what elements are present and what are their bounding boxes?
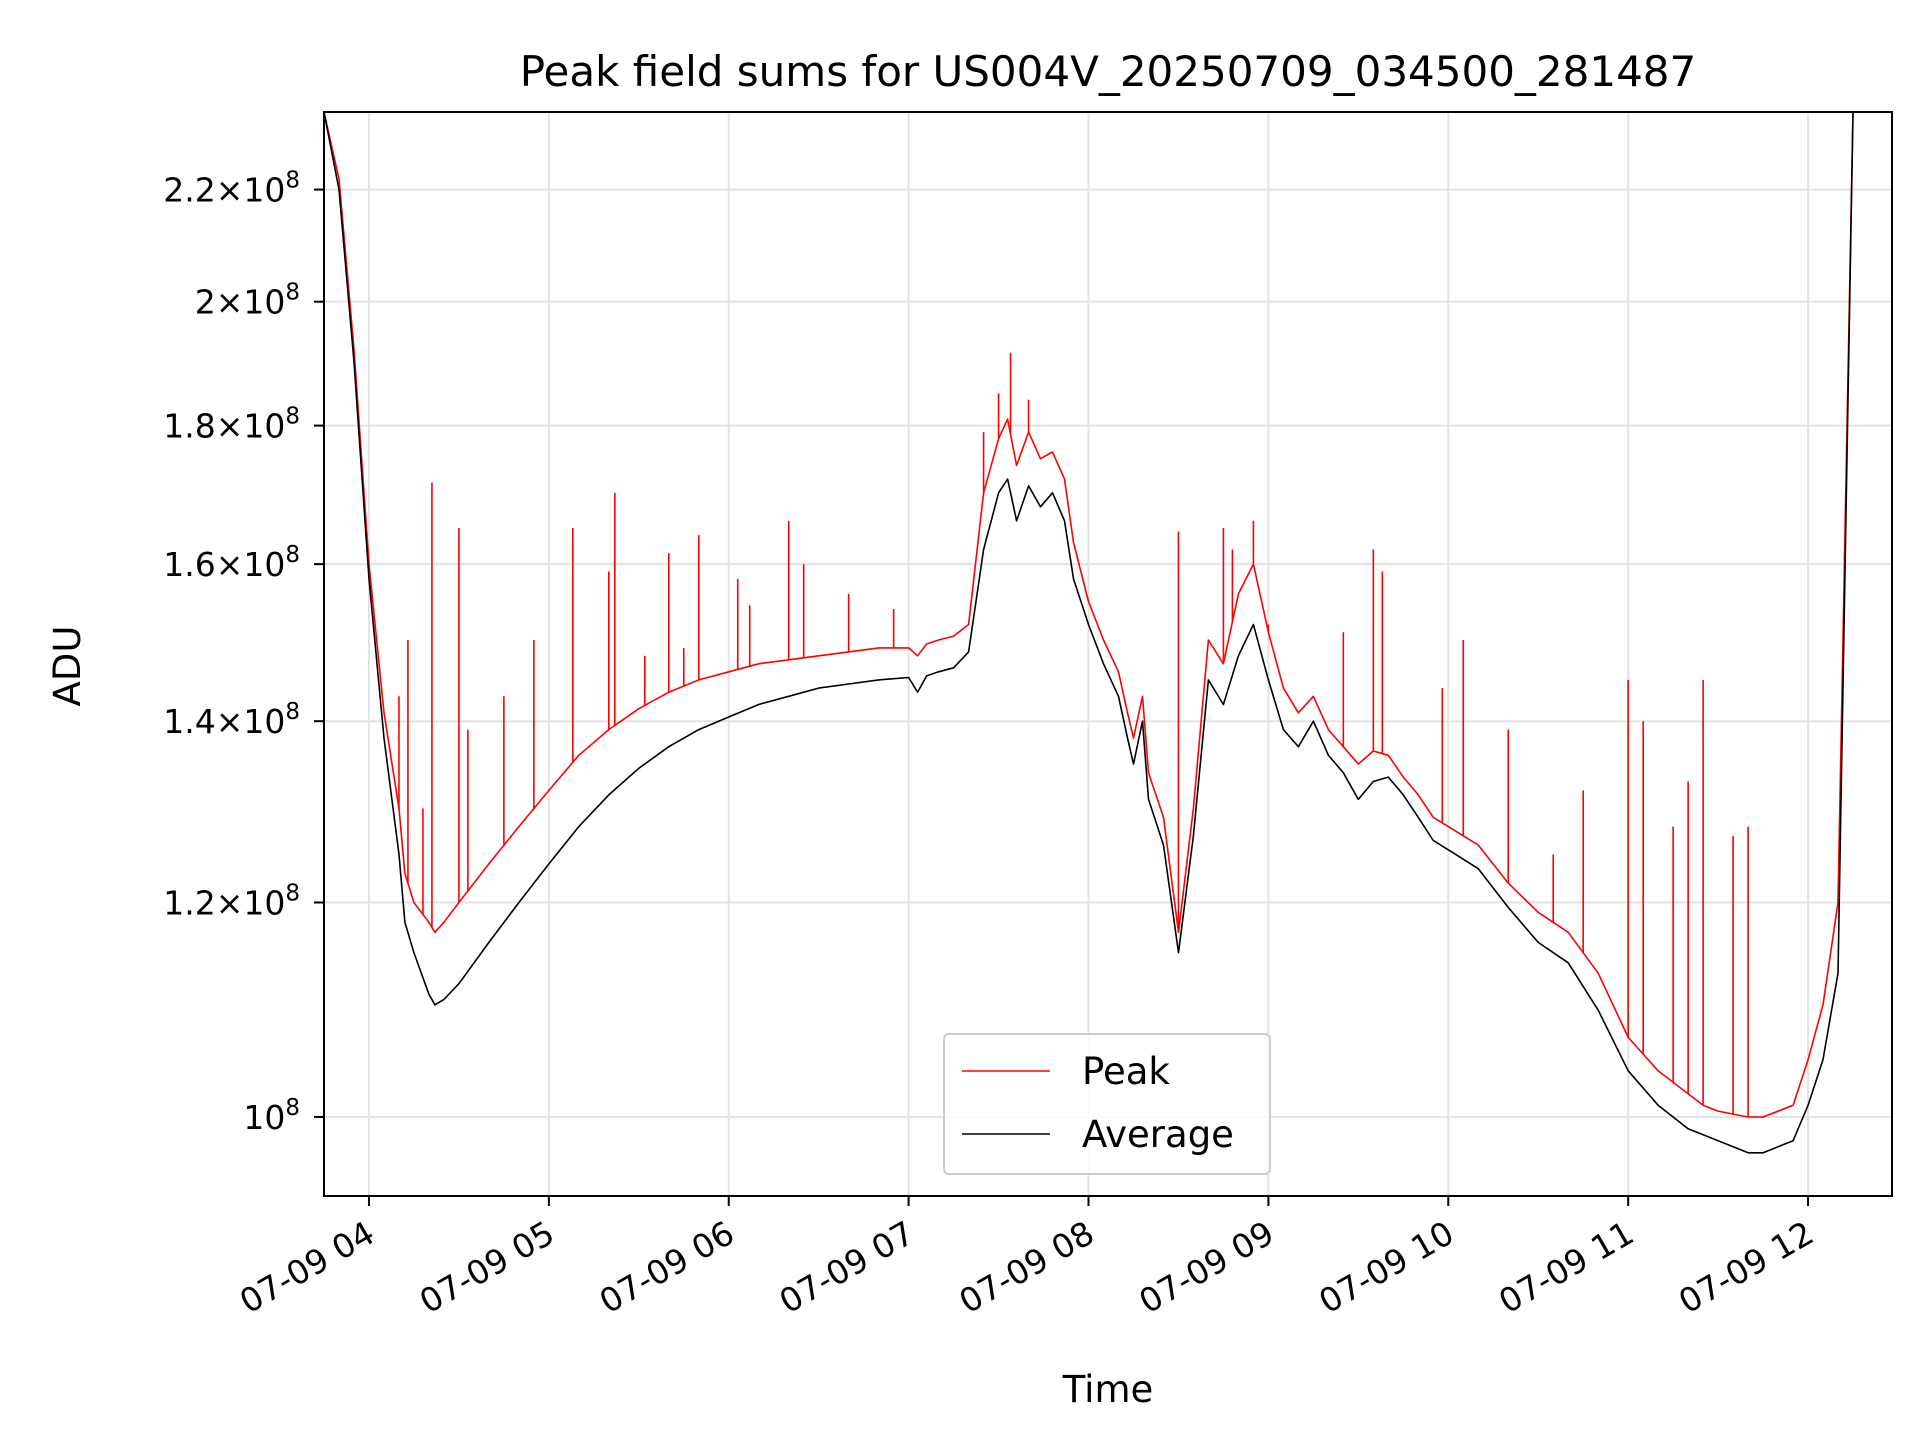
y-tick-label: 108: [243, 1095, 300, 1137]
x-tick-label: 07-09 06: [593, 1213, 741, 1321]
x-axis-ticks: 07-09 04 07-09 05 07-09 06 07-09 07 07-09 08…: [233, 1196, 1820, 1321]
y-tick-label: 1.4×108: [163, 699, 300, 741]
y-tick-label: 1.2×108: [163, 881, 300, 923]
y-tick-label: 2.2×108: [163, 168, 300, 210]
y-axis-ticks: 108 1.2×108 1.4×108 1.6×108 1.8×108 2×108 2.2×…: [163, 168, 324, 1137]
series-line-peak: [324, 112, 1854, 1118]
grid: [324, 112, 1892, 1196]
legend-box: [943, 1033, 1271, 1175]
x-tick-label: 07-09 11: [1492, 1213, 1640, 1321]
x-tick-label: 07-09 07: [773, 1213, 921, 1321]
y-tick-label: 2×108: [195, 280, 300, 322]
series-layer: [324, 112, 1854, 1154]
x-tick-label: 07-09 04: [233, 1213, 381, 1321]
plot-frame: [323, 111, 1893, 1197]
y-axis-label: ADU: [46, 626, 89, 707]
legend-label-peak: Peak: [1082, 1050, 1170, 1093]
x-tick-label: 07-09 05: [413, 1213, 561, 1321]
x-tick-label: 07-09 12: [1672, 1213, 1820, 1321]
legend: Peak Average: [943, 1033, 1271, 1175]
x-tick-label: 07-09 09: [1132, 1213, 1280, 1321]
series-line-average: [324, 112, 1854, 1154]
x-tick-label: 07-09 10: [1312, 1213, 1460, 1321]
x-tick-label: 07-09 08: [953, 1213, 1101, 1321]
chart-title: Peak field sums for US004V_20250709_0345…: [520, 47, 1697, 96]
legend-label-average: Average: [1082, 1113, 1234, 1156]
y-tick-label: 1.6×108: [163, 542, 300, 584]
y-tick-label: 1.8×108: [163, 404, 300, 446]
x-axis-label: Time: [1062, 1368, 1154, 1411]
